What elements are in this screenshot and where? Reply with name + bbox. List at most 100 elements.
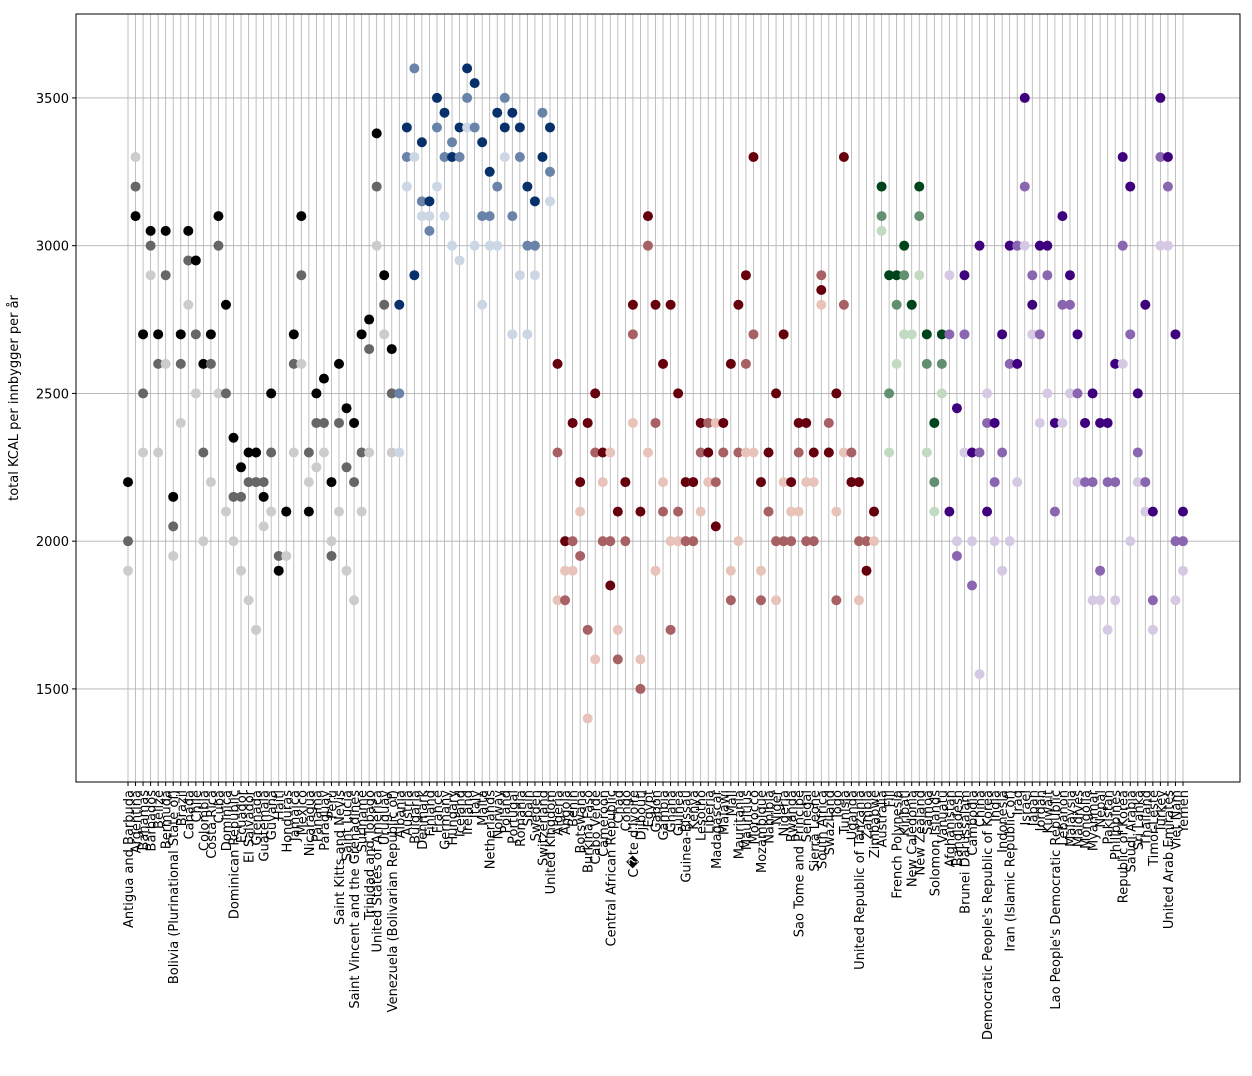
data-point [447, 152, 458, 163]
x-tick-label: Viet Nam [1169, 790, 1184, 850]
data-point [733, 536, 744, 547]
data-point [522, 240, 533, 251]
data-point [507, 211, 518, 222]
data-point [258, 491, 269, 502]
data-point [884, 270, 895, 281]
data-point [733, 447, 744, 458]
x-tick-label: Bermuda [160, 790, 175, 849]
data-point [1042, 388, 1053, 399]
data-point [936, 358, 947, 369]
x-tick-label: Republic of Korea [1117, 790, 1132, 903]
data-point [424, 196, 435, 207]
data-point [371, 128, 382, 139]
data-point [1095, 565, 1106, 576]
x-tick-label: Afghanistan [943, 790, 958, 867]
data-point [318, 447, 329, 458]
data-point [288, 329, 299, 340]
data-point [936, 388, 947, 399]
x-tick-label: New Caledonia [906, 790, 921, 887]
x-tick-label: Ecuador [235, 789, 250, 843]
x-tick-label: Austria [401, 790, 416, 836]
data-point [220, 506, 231, 517]
data-point [1019, 240, 1030, 251]
data-point [967, 580, 977, 591]
data-point [205, 329, 216, 340]
data-point [808, 536, 819, 547]
data-point [288, 447, 299, 458]
data-point [484, 166, 495, 177]
data-point [982, 417, 993, 428]
data-point [597, 447, 608, 458]
x-tick-label: Mozambique [755, 790, 770, 873]
x-tick-label: India [989, 790, 1004, 822]
x-tick-label: Algeria [552, 790, 567, 836]
y-tick-label: 2000 [36, 535, 69, 550]
data-point [409, 270, 420, 281]
data-point [1117, 152, 1128, 163]
data-point [967, 447, 977, 458]
data-point [281, 550, 292, 561]
data-point [876, 225, 887, 236]
data-point [891, 299, 902, 310]
data-point [1019, 92, 1030, 103]
data-point [552, 447, 563, 458]
data-point [1155, 92, 1166, 103]
data-point [1072, 329, 1083, 340]
data-point [552, 595, 563, 606]
data-point [831, 595, 842, 606]
data-point [1140, 477, 1151, 488]
data-point [371, 181, 382, 192]
data-point [974, 669, 985, 680]
data-point [469, 122, 480, 133]
data-point [831, 506, 842, 517]
data-point [756, 595, 766, 606]
data-point [1102, 624, 1113, 635]
data-point [462, 92, 473, 103]
data-point [499, 92, 510, 103]
data-point [771, 595, 782, 606]
data-point [236, 565, 247, 576]
data-point [989, 477, 1000, 488]
data-point [929, 477, 940, 488]
data-point [974, 447, 985, 458]
data-point [416, 137, 427, 148]
data-point [311, 417, 322, 428]
data-point [160, 358, 171, 369]
data-point [145, 225, 156, 236]
data-point [876, 211, 887, 222]
x-tick-label: Democratic People's Republic of Korea [981, 790, 996, 1040]
x-tick-label: Haiti [273, 790, 288, 820]
x-tick-label: Bolivia (Plurinational State of) [167, 790, 182, 984]
x-tick-label: Togo [830, 790, 845, 821]
x-tick-label: Samoa [921, 790, 936, 835]
x-tick-label: Mauritius [740, 790, 755, 850]
x-tick-label: Kuwait [1041, 790, 1056, 833]
data-point [1110, 358, 1121, 369]
data-point [650, 565, 661, 576]
data-point [469, 78, 480, 89]
data-point [537, 152, 548, 163]
data-point [183, 299, 194, 310]
x-tick-label: Malawi [717, 790, 732, 835]
x-tick-label: Kenya [687, 790, 702, 830]
data-point [1034, 240, 1045, 251]
data-point [1080, 417, 1091, 428]
data-point [605, 536, 616, 547]
data-point [1162, 181, 1173, 192]
data-point [1162, 240, 1173, 251]
data-point [454, 152, 465, 163]
data-point [582, 624, 593, 635]
data-point [612, 654, 623, 665]
data-point [220, 299, 231, 310]
x-tick-label: Brunei Darussalam [958, 790, 973, 914]
data-point [989, 536, 1000, 547]
data-point [997, 447, 1008, 458]
x-tick-label: Central African Republic [604, 790, 619, 946]
data-point [597, 536, 608, 547]
data-point [567, 565, 578, 576]
data-point [138, 329, 149, 340]
data-point [1117, 240, 1128, 251]
data-point [982, 506, 993, 517]
y-tick-label: 3000 [36, 240, 69, 255]
data-point [673, 388, 684, 399]
